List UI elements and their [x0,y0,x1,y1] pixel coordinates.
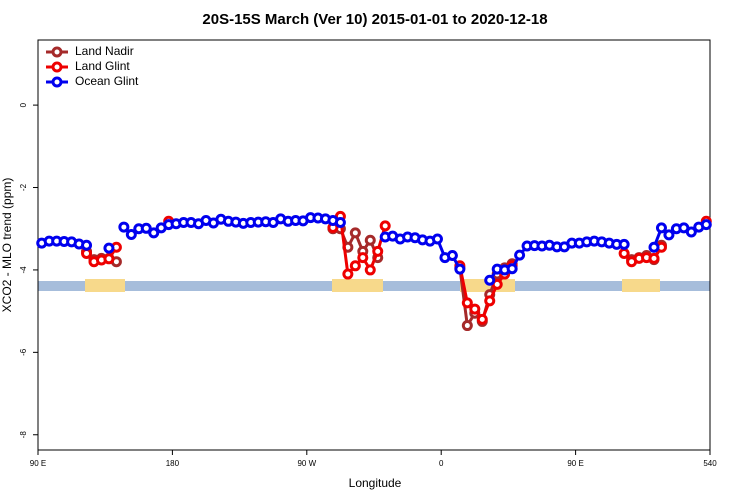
data-point [476,313,488,325]
data-point [103,253,115,265]
data-point [618,238,630,250]
data-point [461,297,473,309]
data-point [648,241,660,253]
y-tick-label: -8 [19,431,28,439]
data-point [700,219,712,231]
data-point [514,249,526,261]
data-point [103,242,115,254]
data-point [364,234,376,246]
data-point [148,227,160,239]
land-patch [85,279,125,292]
x-tick-label: 540 [703,459,717,468]
data-point [372,245,384,257]
data-point [446,250,458,262]
legend-label: Ocean Glint [75,74,139,88]
x-tick-label: 90 W [297,459,316,468]
y-tick-label: -4 [19,266,28,274]
data-point [506,263,518,275]
legend-marker [51,76,63,88]
data-point [461,320,473,332]
data-point [618,247,630,259]
x-tick-label: 90 E [567,459,583,468]
legend-marker [51,61,63,73]
surface-strip [38,279,710,292]
data-point [364,264,376,276]
data-point [140,222,152,234]
legend-label: Land Glint [75,59,130,73]
x-tick-label: 90 E [30,459,46,468]
y-axis-label: XCO2 - MLO trend (ppm) [0,178,14,313]
data-point [334,217,346,229]
data-point [81,239,93,251]
data-point [349,227,361,239]
x-tick-label: 180 [166,459,180,468]
y-tick-label: -6 [19,348,28,356]
land-patch [622,279,660,292]
chart-title: 20S-15S March (Ver 10) 2015-01-01 to 202… [202,11,547,28]
data-point [648,252,660,264]
land-patch [332,279,383,292]
x-axis-label: Longitude [349,476,402,490]
data-point [349,260,361,272]
y-tick-label: -2 [19,183,28,191]
data-point [357,252,369,264]
data-point [379,220,391,232]
data-point [342,268,354,280]
legend-label: Land Nadir [75,44,134,58]
data-point [663,229,675,241]
data-point [431,233,443,245]
data-point [118,221,130,233]
data-point [484,274,496,286]
data-point [469,303,481,315]
data-point [484,295,496,307]
legend-marker [51,46,63,58]
data-point [685,226,697,238]
y-tick-label: 0 [19,102,28,107]
data-point [125,228,137,240]
data-point [655,222,667,234]
x-tick-label: 0 [439,459,444,468]
data-point [454,263,466,275]
